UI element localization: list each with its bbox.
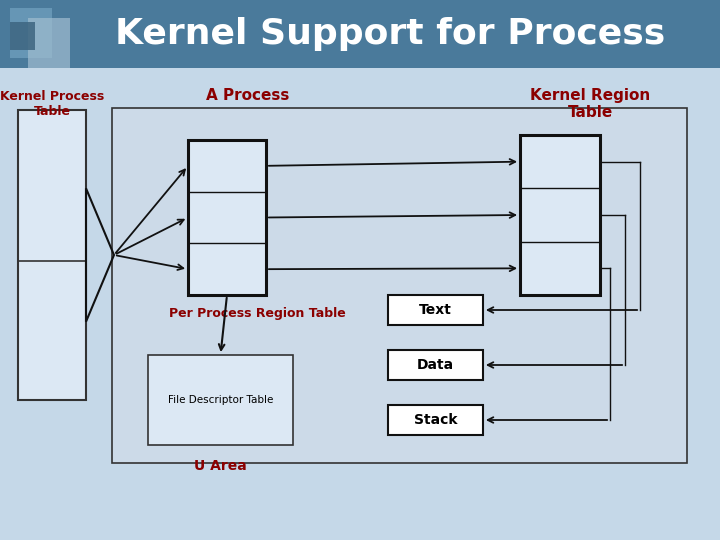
Text: A Process: A Process xyxy=(207,88,289,103)
Bar xyxy=(520,135,600,295)
Bar xyxy=(188,140,266,295)
Bar xyxy=(28,18,70,68)
Bar xyxy=(0,0,720,68)
Text: Kernel Process
Table: Kernel Process Table xyxy=(0,90,104,118)
Text: Kernel Region
Table: Kernel Region Table xyxy=(530,88,650,120)
Bar xyxy=(10,8,52,58)
Text: Kernel Support for Process: Kernel Support for Process xyxy=(115,17,665,51)
Bar xyxy=(388,295,483,325)
Bar xyxy=(112,108,687,463)
Bar xyxy=(18,110,86,400)
Text: Stack: Stack xyxy=(414,413,457,427)
Text: File Descriptor Table: File Descriptor Table xyxy=(168,395,273,405)
Text: Text: Text xyxy=(419,303,452,317)
Text: U Area: U Area xyxy=(194,459,247,473)
Bar xyxy=(388,350,483,380)
Text: Per Process Region Table: Per Process Region Table xyxy=(168,307,346,320)
Bar xyxy=(148,355,293,445)
Text: Data: Data xyxy=(417,358,454,372)
Bar xyxy=(388,405,483,435)
Bar xyxy=(10,22,35,50)
